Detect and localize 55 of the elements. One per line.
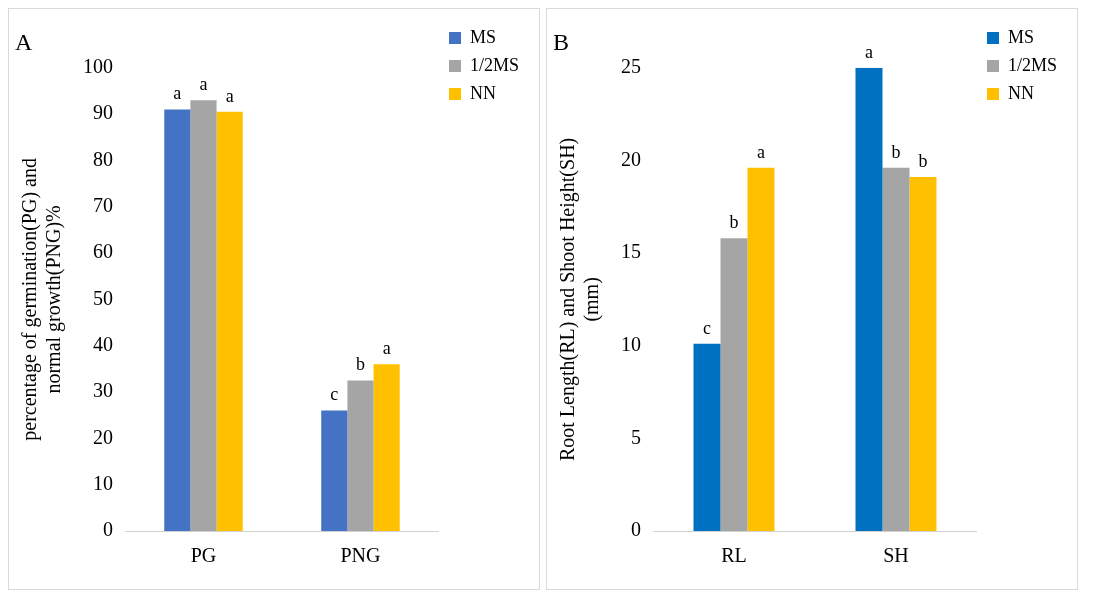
y-tick-label: 20 bbox=[93, 425, 113, 448]
data-label: a bbox=[173, 83, 182, 104]
bar bbox=[347, 380, 374, 531]
y-axis-title: percentage of germination(PG) and normal growth(PNG)% bbox=[18, 158, 66, 441]
legend-label: 1/2MS bbox=[469, 54, 520, 75]
data-label: a bbox=[225, 85, 234, 106]
bar bbox=[693, 343, 721, 531]
legend-label: MS bbox=[1007, 26, 1034, 47]
bar bbox=[855, 67, 883, 531]
y-tick-label: 25 bbox=[621, 55, 641, 78]
y-axis-title: Root Length(RL) and Shoot Height(SH) (mm) bbox=[556, 137, 604, 462]
y-tick-label: 40 bbox=[93, 332, 113, 355]
bar bbox=[909, 177, 937, 531]
y-tick-label: 60 bbox=[93, 240, 113, 263]
chart-title: B bbox=[553, 28, 570, 55]
y-tick-label: 15 bbox=[621, 240, 641, 263]
legend-label: NN bbox=[469, 82, 496, 103]
bar bbox=[720, 238, 748, 531]
x-tick-label: PNG bbox=[340, 544, 381, 567]
data-label: a bbox=[382, 337, 391, 358]
data-label: b bbox=[729, 211, 739, 232]
y-tick-label: 0 bbox=[103, 518, 113, 541]
data-label: b bbox=[355, 354, 365, 375]
legend-label: NN bbox=[1007, 82, 1034, 103]
data-label: b bbox=[891, 141, 901, 162]
y-tick-label: 50 bbox=[93, 286, 113, 309]
data-label: c bbox=[330, 384, 339, 405]
y-tick-label: 70 bbox=[93, 194, 113, 217]
bar bbox=[216, 111, 243, 531]
y-tick-label: 10 bbox=[621, 332, 641, 355]
legend-label: MS bbox=[469, 26, 496, 47]
y-tick-label: 30 bbox=[93, 379, 113, 402]
y-tick-label: 5 bbox=[631, 425, 641, 448]
data-label: b bbox=[918, 150, 928, 171]
bar bbox=[747, 167, 775, 531]
bar bbox=[164, 109, 191, 531]
data-label: c bbox=[703, 317, 711, 338]
y-tick-label: 90 bbox=[93, 101, 113, 124]
y-tick-label: 0 bbox=[631, 518, 641, 541]
y-tick-label: 20 bbox=[621, 147, 641, 170]
data-label: a bbox=[756, 141, 765, 162]
bar bbox=[882, 167, 910, 531]
chart-title: A bbox=[15, 28, 33, 55]
x-tick-label: PG bbox=[190, 544, 217, 567]
y-tick-label: 80 bbox=[93, 147, 113, 170]
bar bbox=[321, 410, 348, 531]
bar bbox=[373, 364, 400, 531]
x-tick-label: SH bbox=[883, 544, 909, 567]
x-tick-label: RL bbox=[721, 544, 747, 567]
bar bbox=[190, 100, 217, 531]
y-tick-label: 100 bbox=[83, 55, 113, 78]
data-label: a bbox=[199, 73, 208, 94]
y-tick-label: 10 bbox=[93, 471, 113, 494]
data-label: a bbox=[864, 41, 873, 62]
legend-label: 1/2MS bbox=[1007, 54, 1058, 75]
